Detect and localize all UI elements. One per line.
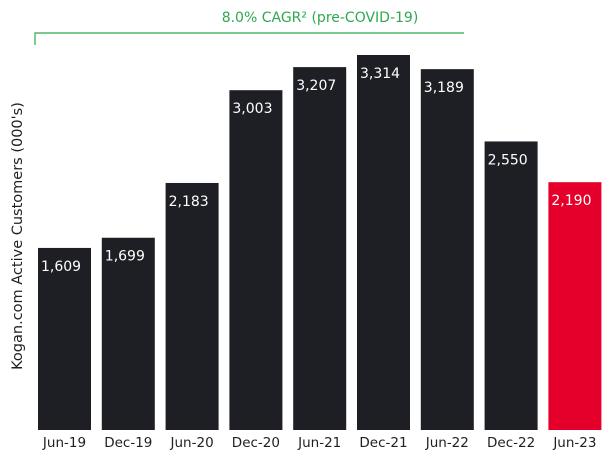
x-tick-label: Dec-20 [232,435,280,451]
value-label: 3,314 [360,66,400,82]
value-label: 1,609 [41,259,81,275]
x-tick-label: Jun-23 [552,435,596,451]
bar [38,247,91,430]
x-tick-label: Jun-19 [42,435,86,451]
bar [293,67,347,430]
value-label: 1,699 [105,249,145,265]
bar [165,182,219,430]
value-label: 2,550 [488,152,528,168]
value-label: 2,183 [169,194,209,210]
value-label: 3,207 [296,78,336,94]
value-label: 2,190 [551,193,591,209]
bar [357,55,410,430]
x-tick-label: Jun-21 [297,435,341,451]
value-label: 3,189 [424,80,464,96]
bar [484,141,538,430]
bar [229,90,283,430]
y-axis-label: Kogan.com Active Customers (000's) [10,102,26,370]
x-tick-label: Jun-22 [425,435,469,451]
x-tick-label: Jun-20 [170,435,214,451]
x-tick-label: Dec-22 [487,435,535,451]
value-label: 3,003 [232,101,272,117]
x-tick-label: Dec-21 [359,435,407,451]
bar [420,69,474,431]
cagr-bracket [34,32,464,45]
bar [101,237,155,430]
cagr-annotation: 8.0% CAGR² (pre-COVID-19) [222,10,419,26]
x-tick-label: Dec-19 [104,435,152,451]
bar [548,182,602,430]
